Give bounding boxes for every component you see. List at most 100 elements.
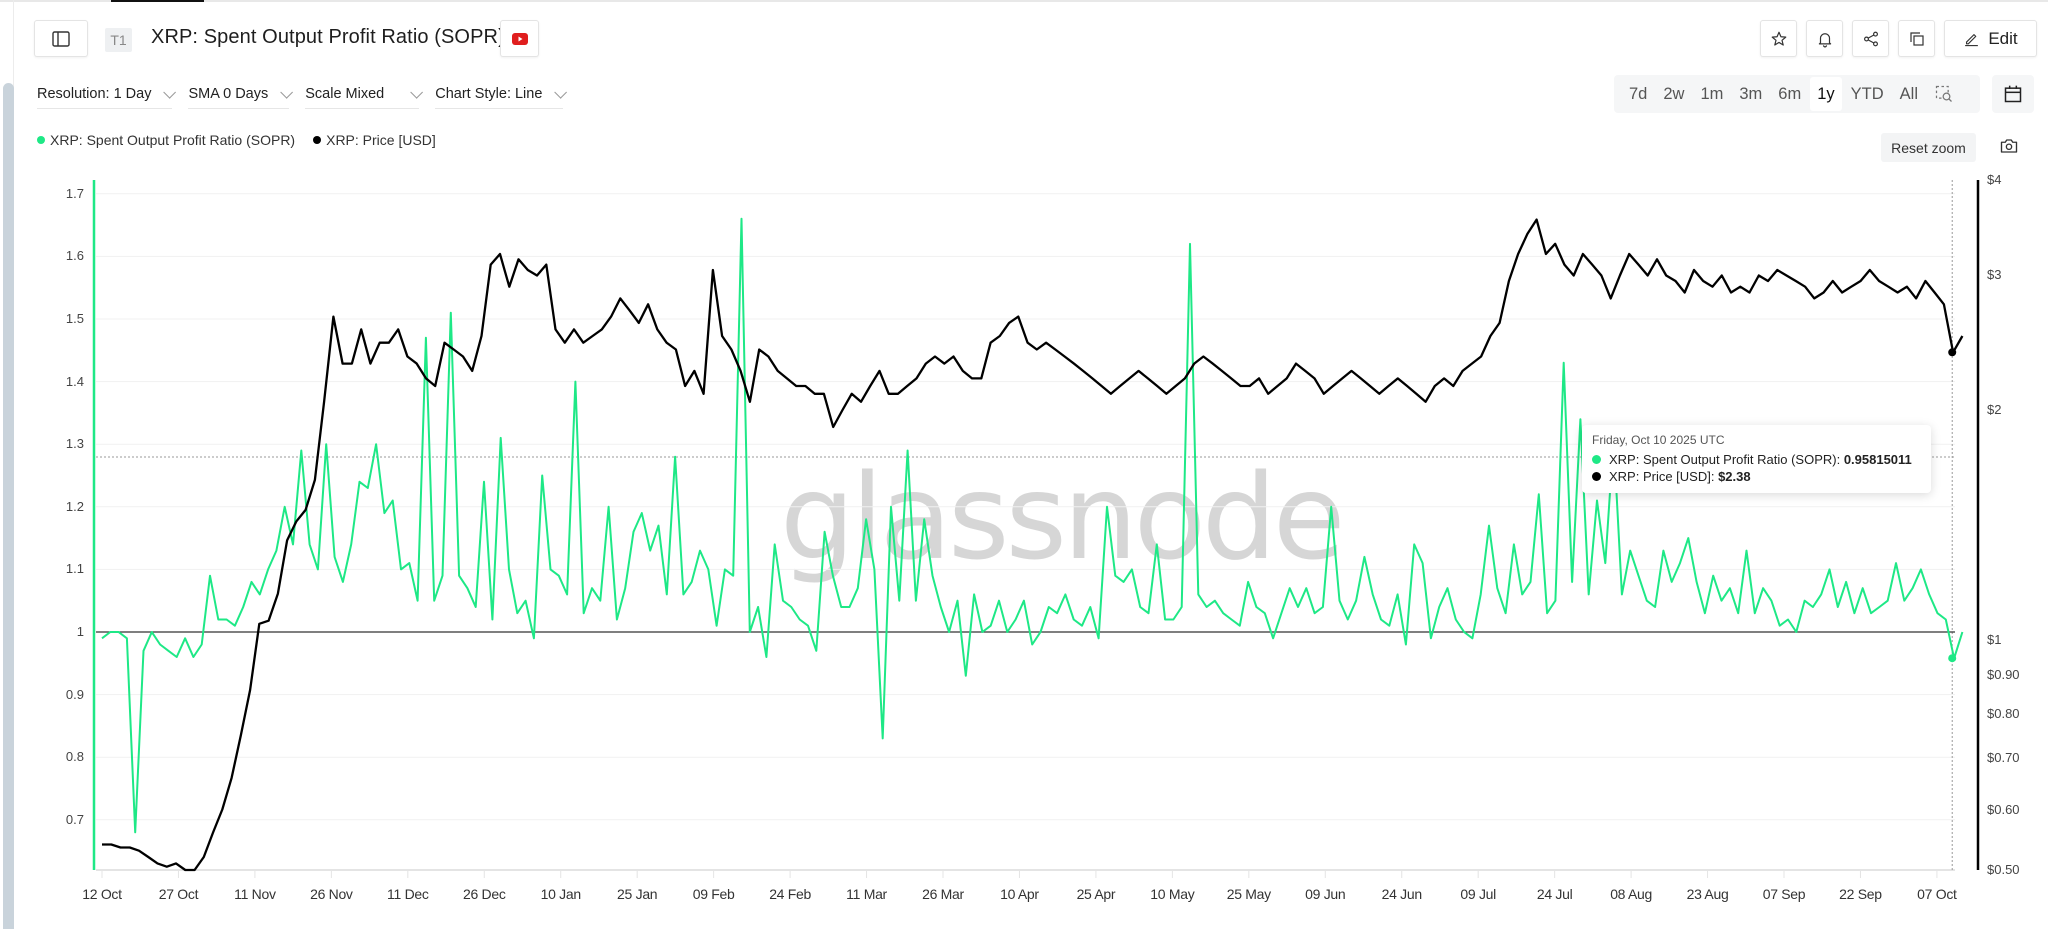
x-tick-label: 12 Oct xyxy=(82,886,122,902)
x-tick-label: 24 Jul xyxy=(1536,886,1573,902)
sidebar-toggle-button[interactable] xyxy=(34,20,88,57)
zoom-select-button[interactable] xyxy=(1927,77,1961,111)
x-tick-label: 09 Jun xyxy=(1305,886,1346,902)
y-tick-label-right: $3 xyxy=(1987,267,2002,283)
x-tick-label: 09 Jul xyxy=(1460,886,1496,902)
price-dot-icon xyxy=(1592,472,1601,481)
chevron-down-icon xyxy=(410,85,424,99)
x-tick-label: 07 Oct xyxy=(1917,886,1957,902)
copy-icon xyxy=(1909,31,1924,46)
tooltip-sopr-value: 0.95815011 xyxy=(1843,452,1912,467)
range-ytd[interactable]: YTD xyxy=(1850,84,1884,103)
x-tick-label: 26 Nov xyxy=(310,886,353,902)
chart-controls: Resolution: 1 Day SMA 0 Days Scale Mixed… xyxy=(37,84,579,109)
chevron-down-icon xyxy=(163,85,177,99)
legend-price-label: XRP: Price [USD] xyxy=(326,132,436,148)
x-tick-label: 26 Dec xyxy=(462,886,506,902)
sidebar-toggle-icon xyxy=(52,30,70,47)
star-icon xyxy=(1771,31,1786,46)
x-tick-label: 27 Oct xyxy=(158,886,199,902)
reset-zoom-button[interactable]: Reset zoom xyxy=(1881,133,1976,162)
price-dot-icon xyxy=(313,136,322,144)
range-6m[interactable]: 6m xyxy=(1778,84,1802,103)
range-7d[interactable]: 7d xyxy=(1629,84,1648,103)
x-tick-label: 07 Sep xyxy=(1762,886,1806,902)
edit-button[interactable]: Edit xyxy=(1944,20,2037,57)
y-tick-label: 1.7 xyxy=(65,185,84,201)
x-tick-label: 10 Jan xyxy=(540,886,582,902)
y-tick-label-right: $0.60 xyxy=(1987,801,2020,817)
y-tick-label: 1.4 xyxy=(65,373,84,389)
y-tick-label: 1.3 xyxy=(65,436,84,452)
y-tick-label: 1.1 xyxy=(65,561,84,577)
x-tick-label: 23 Aug xyxy=(1686,886,1729,902)
sopr-dot-icon xyxy=(1592,455,1601,464)
y-tick-label-right: $0.50 xyxy=(1987,862,2020,877)
calendar-button[interactable] xyxy=(1992,75,2034,113)
scale-label: Scale Mixed xyxy=(305,86,385,102)
time-range-selector: 7d 2w 1m 3m 6m 1y YTD All xyxy=(1614,75,1980,113)
youtube-button[interactable] xyxy=(500,20,539,57)
x-tick-label: 24 Feb xyxy=(769,886,811,902)
duplicate-button[interactable] xyxy=(1898,20,1935,57)
tooltip-price-value: $2.38 xyxy=(1718,469,1751,484)
alert-button[interactable] xyxy=(1806,20,1843,57)
chevron-down-icon xyxy=(280,85,294,99)
favorite-button[interactable] xyxy=(1760,20,1797,57)
tooltip-date: Friday, Oct 10 2025 UTC xyxy=(1592,433,1725,447)
tooltip-price-label: XRP: Price [USD]: xyxy=(1609,469,1719,484)
y-tick-label: 1.6 xyxy=(65,248,84,264)
y-tick-label-right: $4 xyxy=(1987,172,2002,187)
range-3m[interactable]: 3m xyxy=(1739,84,1763,103)
page-title: XRP: Spent Output Profit Ratio (SOPR) xyxy=(151,26,505,48)
y-tick-label: 1.5 xyxy=(65,311,84,326)
y-tick-label-right: $0.90 xyxy=(1987,666,2020,682)
share-icon xyxy=(1863,31,1878,46)
resolution-dropdown[interactable]: Resolution: 1 Day xyxy=(37,84,177,109)
x-tick-label: 10 May xyxy=(1150,886,1195,902)
range-1m[interactable]: 1m xyxy=(1700,84,1724,103)
x-tick-label: 25 Apr xyxy=(1076,886,1116,902)
chart-style-dropdown[interactable]: Chart Style: Line xyxy=(435,84,568,109)
bell-icon xyxy=(1818,32,1831,47)
active-tab-indicator xyxy=(111,0,204,2)
share-button[interactable] xyxy=(1852,20,1889,57)
tooltip-price-row: XRP: Price [USD]: $2.38 xyxy=(1592,468,1921,485)
y-tick-label-right: $0.70 xyxy=(1987,750,2020,766)
legend-item-sopr[interactable]: XRP: Spent Output Profit Ratio (SOPR) xyxy=(37,132,295,148)
left-rail xyxy=(0,0,14,929)
x-tick-label: 25 Jan xyxy=(617,886,658,902)
sma-dropdown[interactable]: SMA 0 Days xyxy=(188,84,294,109)
calendar-icon xyxy=(2004,85,2022,103)
x-tick-label: 11 Mar xyxy=(846,886,887,902)
chevron-down-icon xyxy=(554,85,568,99)
resolution-label: Resolution: 1 Day xyxy=(37,86,152,102)
range-2w[interactable]: 2w xyxy=(1663,84,1685,103)
top-border xyxy=(0,0,2048,2)
x-tick-label: 11 Dec xyxy=(387,886,429,902)
y-tick-label-right: $1 xyxy=(1987,632,2002,647)
chart-legend: XRP: Spent Output Profit Ratio (SOPR) XR… xyxy=(37,132,436,148)
scale-dropdown[interactable]: Scale Mixed xyxy=(305,84,424,109)
chart-tooltip: Friday, Oct 10 2025 UTC XRP: Spent Outpu… xyxy=(1582,425,1931,493)
y-tick-label: 0.7 xyxy=(65,811,84,827)
legend-sopr-label: XRP: Spent Output Profit Ratio (SOPR) xyxy=(50,132,296,148)
range-all[interactable]: All xyxy=(1899,84,1918,103)
sopr-dot-icon xyxy=(37,136,45,144)
glassnode-watermark: glassnode xyxy=(780,448,1345,586)
y-tick-label-right: $0.80 xyxy=(1987,706,2020,722)
range-1y[interactable]: 1y xyxy=(1810,77,1842,111)
x-tick-label: 26 Mar xyxy=(922,886,964,902)
x-tick-label: 11 Nov xyxy=(234,886,276,902)
tooltip-sopr-label: XRP: Spent Output Profit Ratio (SOPR): xyxy=(1609,452,1844,467)
x-tick-label: 09 Feb xyxy=(692,886,735,902)
legend-item-price[interactable]: XRP: Price [USD] xyxy=(313,132,436,148)
screenshot-button[interactable] xyxy=(2000,138,2018,159)
y-tick-label-right: $2 xyxy=(1987,402,2002,417)
y-tick-label: 1.2 xyxy=(65,498,84,514)
y-tick-label: 0.8 xyxy=(65,749,84,765)
chart-style-label: Chart Style: Line xyxy=(435,86,543,102)
tooltip-sopr-row: XRP: Spent Output Profit Ratio (SOPR): 0… xyxy=(1592,451,1921,468)
scrollbar[interactable] xyxy=(3,83,14,929)
y-tick-label: 0.9 xyxy=(65,686,84,702)
